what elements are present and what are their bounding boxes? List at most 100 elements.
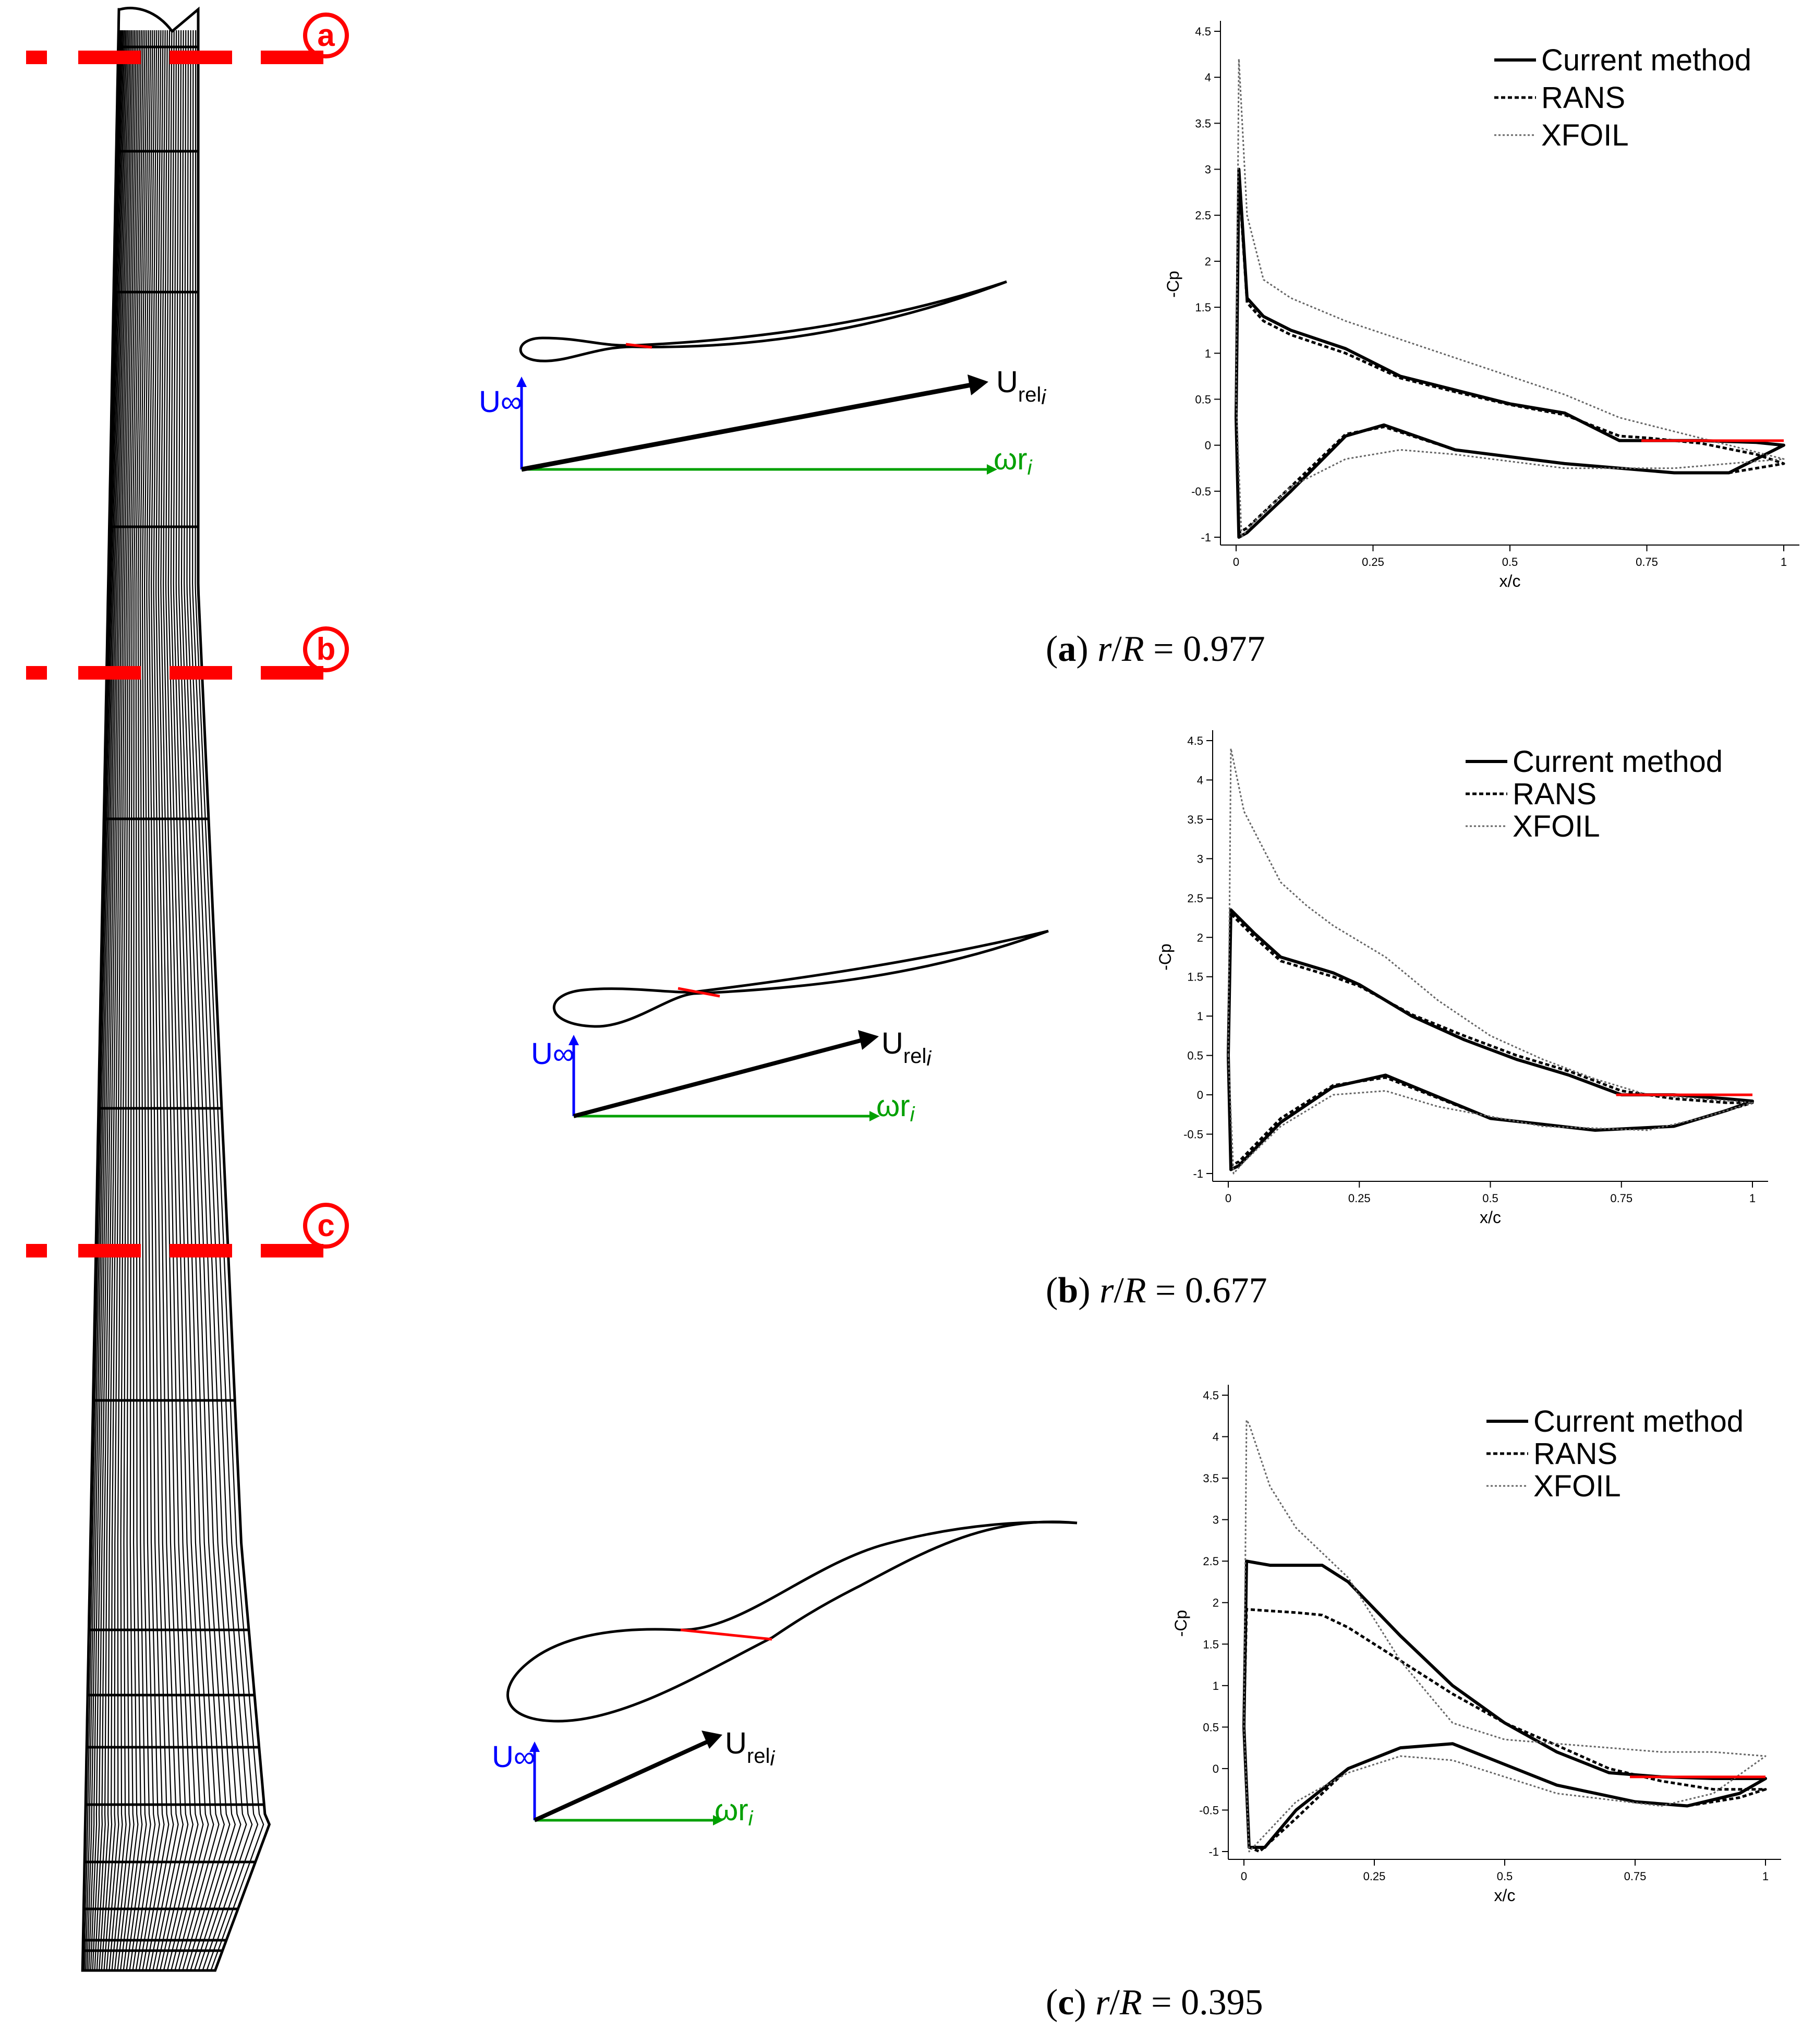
legend-label: RANS: [1533, 1437, 1617, 1471]
mesh-line: [163, 30, 199, 1971]
x-tick-label: 0.25: [1362, 555, 1384, 569]
y-tick-label: 3: [1213, 1514, 1219, 1527]
y-tick-label: 3: [1197, 852, 1203, 865]
x-tick-label: 0.5: [1502, 555, 1518, 569]
mesh-line: [149, 30, 179, 1971]
mesh-line: [85, 30, 121, 1971]
y-tick-label: 3.5: [1187, 813, 1203, 826]
y-tick-label: 0: [1213, 1762, 1219, 1775]
blade-mesh: [81, 6, 271, 1972]
y-tick-label: 3.5: [1203, 1472, 1219, 1485]
u-inf-label: U∞: [479, 385, 522, 419]
marker-letter-a: a: [317, 18, 335, 53]
y-tick-label: -1: [1201, 531, 1211, 544]
x-tick-label: 1: [1762, 1870, 1769, 1883]
y-tick-label: 0.5: [1187, 1049, 1203, 1062]
mesh-line: [117, 30, 140, 1971]
mesh-line: [119, 30, 142, 1971]
y-tick-label: -1: [1193, 1167, 1203, 1180]
transition-mark-b: [678, 987, 720, 998]
airfoil-a: [519, 280, 1007, 362]
legend-label: Current method: [1533, 1405, 1744, 1438]
y-axis-label: -Cp: [1156, 944, 1175, 971]
x-tick-label: 0.75: [1636, 555, 1658, 569]
mesh-line: [180, 30, 236, 1971]
y-tick-label: 3.5: [1195, 117, 1211, 130]
y-tick-label: 2: [1197, 931, 1203, 944]
mesh-line: [94, 30, 127, 1971]
transition-mark-a: [625, 343, 652, 349]
mesh-line: [145, 30, 174, 1971]
marker-circle: [303, 1203, 349, 1249]
x-tick-label: 1: [1749, 1192, 1756, 1205]
y-tick-label: 4.5: [1203, 1389, 1219, 1402]
caption-a: (a) r/R = 0.977: [1046, 629, 1265, 669]
mesh-line: [191, 30, 259, 1971]
legend-label: Current method: [1541, 43, 1751, 77]
marker-circle: [303, 13, 349, 58]
x-tick-label: 0: [1225, 1192, 1231, 1205]
legend-label: RANS: [1541, 81, 1625, 115]
y-tick-label: 3: [1205, 163, 1211, 176]
series-xfoil: [1235, 58, 1785, 538]
u-rel-label: Ureli: [725, 1726, 775, 1770]
mesh-line: [170, 30, 214, 1971]
x-tick-label: 1: [1781, 555, 1787, 569]
y-axis-label: -Cp: [1171, 1610, 1190, 1637]
y-tick-label: 2.5: [1187, 892, 1203, 905]
y-tick-label: -0.5: [1191, 485, 1211, 498]
mesh-line: [165, 30, 204, 1971]
mesh-line: [195, 30, 264, 1971]
airfoil-panel-b: U∞ Ureli ωri: [531, 929, 1049, 1126]
x-tick-label: 0.75: [1624, 1870, 1647, 1883]
y-tick-label: 4.5: [1187, 734, 1203, 747]
u-rel-vector: [573, 1038, 862, 1118]
mesh-line: [184, 30, 241, 1971]
y-tick-label: 4: [1213, 1431, 1219, 1444]
u-rel-label: Ureli: [881, 1026, 932, 1070]
legend-label: Current method: [1513, 745, 1723, 779]
series-rans: [1227, 912, 1754, 1167]
mesh-line: [129, 30, 151, 1971]
omega-r-label: ωri: [876, 1089, 915, 1126]
y-tick-label: 2.5: [1203, 1555, 1219, 1568]
u-rel-label: Ureli: [996, 365, 1046, 409]
marker-letter-c: c: [317, 1208, 334, 1243]
mesh-line: [101, 30, 131, 1971]
series-xfoil: [1227, 747, 1753, 1175]
mesh-line: [96, 30, 128, 1971]
cp-chart-b: -1 -0.5 0 0.5 1 1.5 2 2.5 3 3.5 4 4.5 0 0.25 0.5 0.75 1 x…: [1156, 730, 1768, 1227]
y-tick-label: 1.5: [1195, 301, 1211, 314]
y-tick-label: -0.5: [1183, 1128, 1203, 1141]
y-tick-label: 1: [1213, 1679, 1219, 1692]
cp-chart-a: -1 -0.5 0 0.5 1 1.5 2 2.5 3 3.5 4 4.5 0 0.25 0.5 0.75 1 x…: [1164, 21, 1799, 590]
x-axis-label: x/c: [1499, 572, 1521, 590]
u-inf-label: U∞: [492, 1740, 535, 1774]
y-tick-label: 2.5: [1195, 209, 1211, 222]
series-xfoil: [1243, 1419, 1767, 1853]
u-inf-label: U∞: [531, 1037, 574, 1071]
y-axis-label: -Cp: [1164, 271, 1182, 298]
mesh-line: [111, 30, 137, 1971]
x-tick-label: 0.5: [1497, 1870, 1513, 1883]
y-tick-label: 4: [1197, 773, 1203, 787]
marker-circle: [303, 626, 349, 672]
mesh-line: [189, 30, 253, 1971]
mesh-line: [90, 30, 124, 1971]
mesh-line: [178, 30, 231, 1971]
x-tick-label: 0: [1241, 1870, 1247, 1883]
mesh-line: [123, 30, 144, 1971]
y-tick-label: 4: [1205, 71, 1211, 84]
legend-label: XFOIL: [1533, 1469, 1621, 1503]
y-tick-label: 2: [1213, 1597, 1219, 1610]
airfoil-b: [553, 929, 1049, 1028]
y-tick-label: 0: [1197, 1088, 1203, 1102]
mesh-line: [167, 30, 209, 1971]
x-tick-label: 0.5: [1482, 1192, 1498, 1205]
series-current-method: [1242, 1559, 1767, 1849]
mesh-line: [92, 30, 125, 1971]
omega-r-label: ωri: [994, 442, 1033, 479]
y-tick-label: 2: [1205, 255, 1211, 268]
mesh-line: [159, 30, 194, 1971]
